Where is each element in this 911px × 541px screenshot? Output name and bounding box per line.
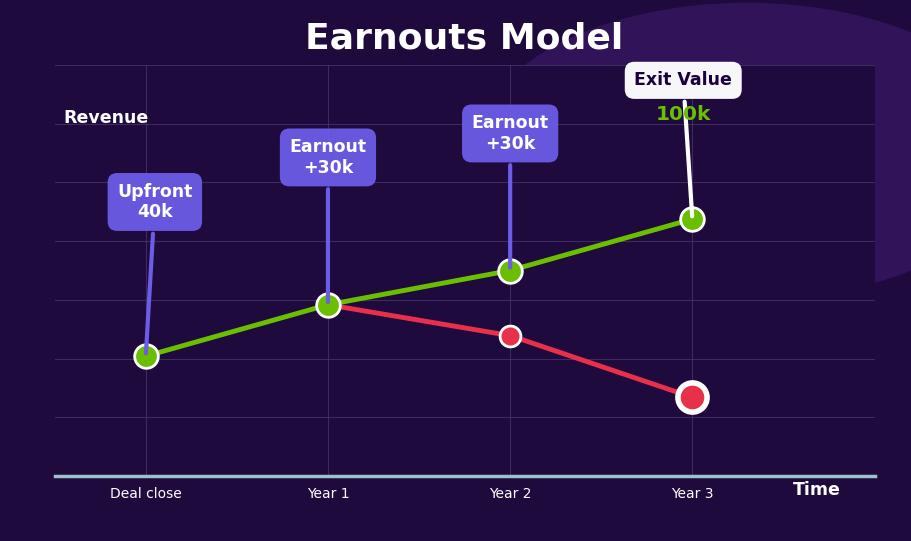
Text: Exit Value: Exit Value: [634, 71, 732, 216]
Text: Upfront
40k: Upfront 40k: [118, 182, 192, 353]
Text: Earnout
+30k: Earnout +30k: [472, 114, 548, 268]
Text: Time: Time: [793, 481, 841, 499]
Title: Earnouts Model: Earnouts Model: [305, 21, 624, 55]
Text: 100k: 100k: [656, 105, 711, 124]
Text: Earnout
+30k: Earnout +30k: [290, 138, 366, 302]
Text: Revenue: Revenue: [64, 109, 149, 128]
